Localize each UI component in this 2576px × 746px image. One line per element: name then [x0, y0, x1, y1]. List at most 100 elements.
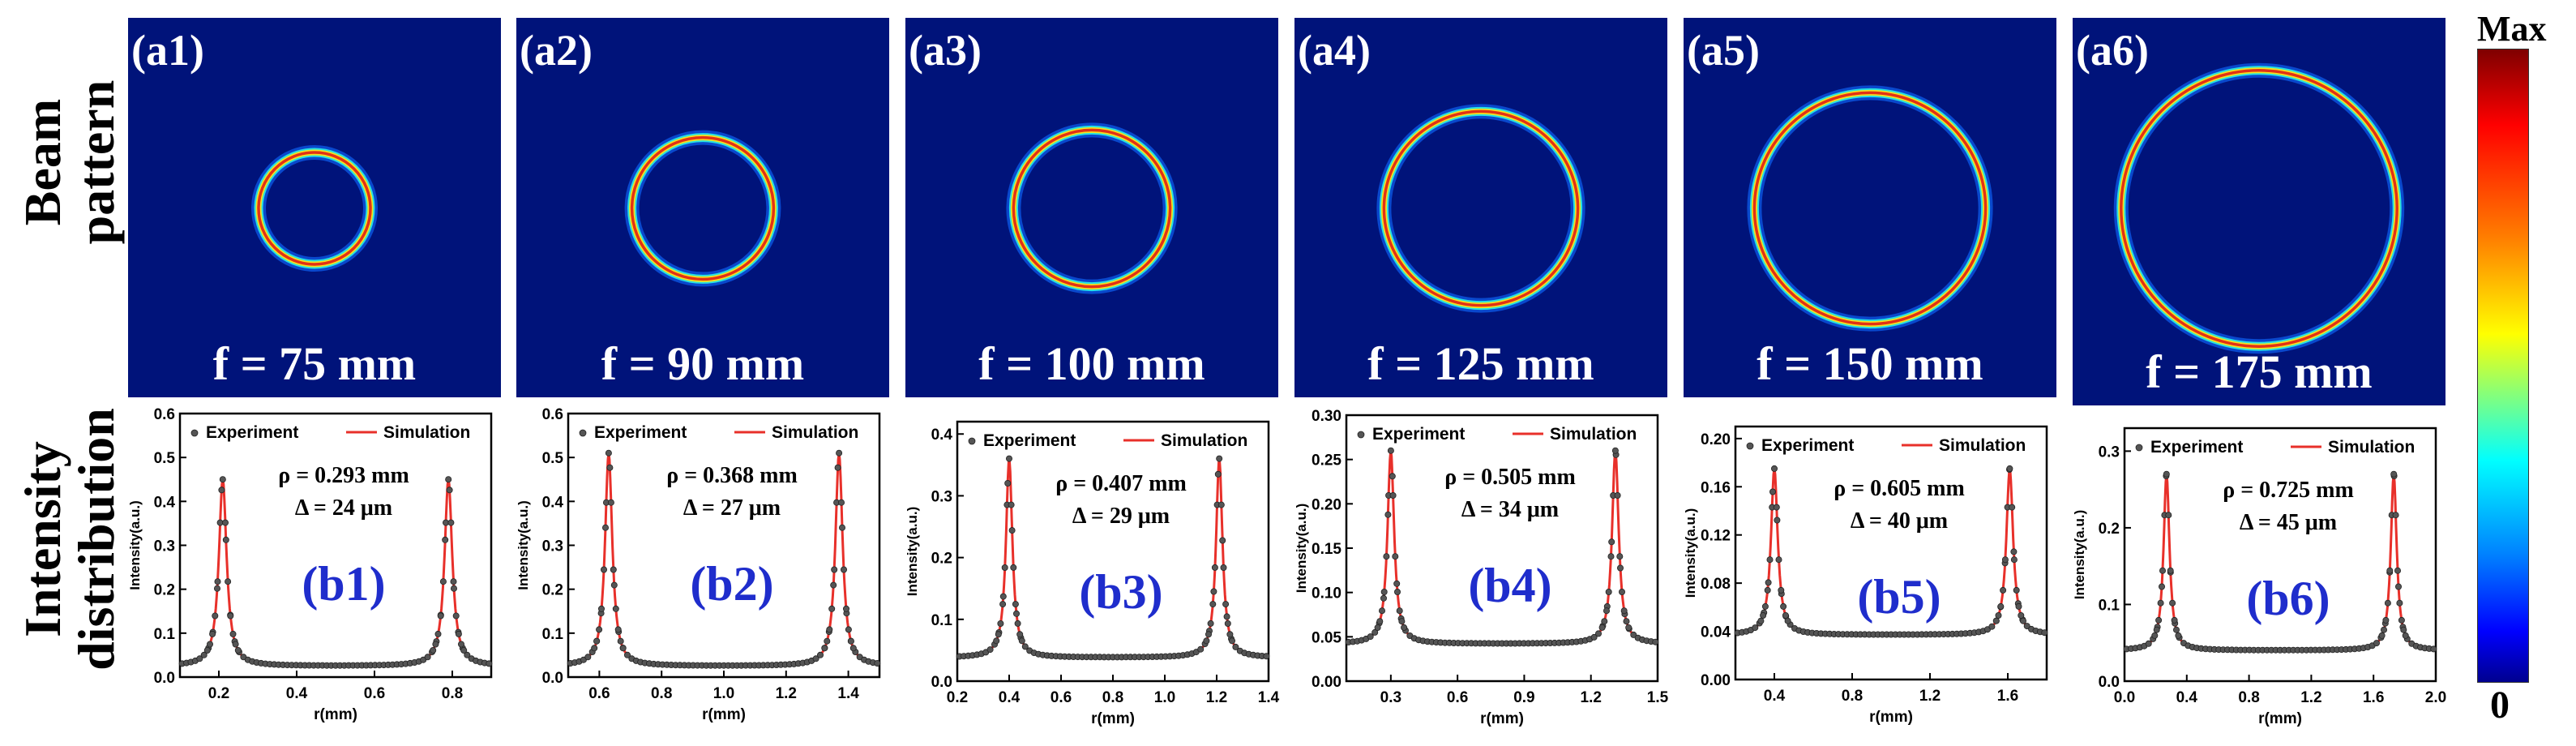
experiment-point: [1376, 618, 1384, 625]
experiment-point: [1619, 589, 1626, 596]
experiment-point: [596, 626, 603, 633]
experiment-point: [1770, 465, 1778, 472]
experiment-point: [2009, 504, 2016, 511]
experiment-point: [442, 536, 449, 543]
experiment-point: [845, 626, 852, 633]
experiment-point: [2398, 616, 2405, 624]
experiment-point: [2430, 645, 2437, 653]
experiment-point: [843, 605, 850, 612]
rho-annotation: ρ = 0.293 mm: [278, 463, 409, 488]
experiment-point: [1384, 511, 1392, 518]
experiment-point: [821, 645, 828, 652]
x-tick-label: 1.6: [2363, 689, 2384, 706]
y-tick-label: 0.1: [154, 626, 176, 643]
legend-simulation-label: Simulation: [383, 423, 470, 442]
experiment-point: [464, 651, 471, 658]
experiment-point: [2394, 567, 2401, 574]
experiment-point: [624, 651, 631, 658]
experiment-point: [2172, 626, 2180, 633]
figure-canvas: (a1) f = 75 mm (a2) f = 90 mm (a3) f = 100 mm…: [127, 18, 2446, 727]
y-axis-label: Intensity(a.u.): [127, 500, 143, 590]
experiment-point: [1608, 538, 1615, 546]
experiment-point: [1226, 631, 1234, 638]
experiment-point: [2167, 567, 2174, 574]
beam-panel-focal: f = 125 mm: [1367, 337, 1594, 390]
x-tick-label: 1.2: [776, 685, 797, 702]
experiment-point: [1764, 586, 1771, 594]
experiment-point: [1016, 631, 1024, 638]
x-tick-label: 1.5: [1647, 689, 1669, 706]
beam-panel-background: [905, 18, 1278, 397]
experiment-point: [1995, 612, 2002, 620]
y-tick-label: 0.3: [2099, 444, 2120, 461]
experiment-point: [1223, 613, 1230, 620]
experiment-point: [997, 620, 1004, 628]
beam-panel-background: [128, 18, 501, 397]
experiment-point: [824, 637, 831, 645]
experiment-point: [1595, 630, 1603, 637]
experiment-point: [203, 647, 211, 654]
experiment-point: [1018, 637, 1025, 645]
beam-panel-1: (a1) f = 75 mm: [128, 18, 501, 397]
x-tick-label: 0.4: [1764, 688, 1786, 705]
beam-panel-3: (a3) f = 100 mm: [905, 18, 1278, 397]
y-tick-label: 0.4: [931, 427, 953, 444]
experiment-point: [1396, 607, 1403, 615]
experiment-point: [1775, 556, 1782, 564]
experiment-point: [1217, 501, 1225, 508]
experiment-point: [2163, 470, 2170, 478]
legend-experiment-label: Experiment: [206, 423, 298, 442]
experiment-point: [1001, 564, 1008, 572]
experiment-point: [2018, 612, 2025, 620]
colorbar: [2477, 49, 2529, 683]
experiment-point: [1379, 607, 1386, 615]
experiment-point: [219, 476, 226, 483]
experiment-point: [1205, 631, 1213, 638]
x-tick-label: 1.4: [1258, 689, 1280, 706]
experiment-point: [2155, 616, 2163, 624]
experiment-point: [1774, 517, 1781, 524]
experiment-point: [826, 626, 833, 633]
experiment-point: [222, 536, 229, 543]
experiment-point: [591, 645, 598, 652]
experiment-point: [451, 585, 458, 592]
experiment-point: [1214, 470, 1222, 478]
legend-experiment-label: Experiment: [594, 423, 687, 442]
experiment-point: [2392, 512, 2399, 519]
experiment-point: [212, 612, 219, 620]
beam-panel-focal: f = 100 mm: [978, 337, 1205, 390]
legend-simulation-label: Simulation: [772, 423, 858, 442]
experiment-point: [606, 464, 614, 471]
experiment-point: [2171, 616, 2178, 624]
experiment-point: [612, 605, 619, 612]
beam-ring-core: [1382, 109, 1580, 307]
experiment-point: [1021, 643, 1029, 650]
experiment-point: [1014, 620, 1021, 627]
y-axis-label: Intensity(a.u.): [2072, 510, 2087, 600]
experiment-point: [1006, 455, 1013, 462]
experiment-point: [486, 660, 493, 667]
experiment-point: [1380, 594, 1388, 602]
beam-pattern-row: (a1) f = 75 mm (a2) f = 90 mm (a3) f = 100 mm…: [128, 18, 2445, 405]
experiment-point: [2382, 616, 2390, 624]
x-tick-label: 0.8: [1842, 688, 1863, 705]
experiment-point: [1387, 447, 1394, 454]
beam-panel-background: [516, 18, 889, 397]
x-axis-label: r(mm): [702, 706, 746, 723]
experiment-point: [227, 612, 234, 620]
x-tick-label: 0.6: [1447, 689, 1468, 706]
y-tick-label: 0.00: [1701, 672, 1731, 689]
experiment-point: [2041, 629, 2048, 637]
experiment-point: [218, 487, 225, 494]
delta-annotation: Δ = 40 μm: [1851, 508, 1948, 534]
experiment-point: [830, 581, 837, 589]
experiment-point: [999, 593, 1007, 600]
experiment-point: [213, 585, 220, 592]
experiment-point: [593, 637, 601, 645]
experiment-point: [1630, 631, 1637, 638]
x-axis-label: r(mm): [1091, 710, 1135, 727]
experiment-point: [1784, 617, 1791, 624]
experiment-point: [1392, 553, 1399, 560]
x-tick-label: 0.6: [364, 685, 385, 702]
y-tick-label: 0.00: [1312, 674, 1341, 691]
